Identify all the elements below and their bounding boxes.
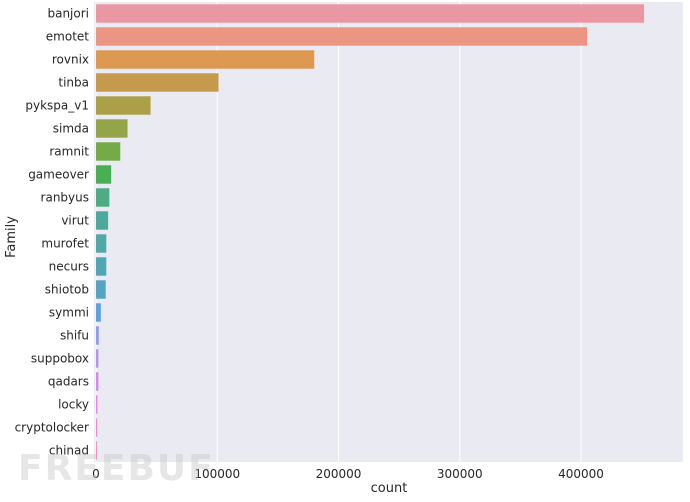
y-tick-label-virut: virut xyxy=(61,214,89,228)
bar-tinba xyxy=(96,73,219,92)
bar-necurs xyxy=(96,257,107,276)
bar-suppobox xyxy=(96,349,99,368)
bar-symmi xyxy=(96,303,101,322)
y-tick-label-cryptolocker: cryptolocker xyxy=(15,421,89,435)
x-axis-label: count xyxy=(371,481,408,496)
y-tick-label-shiotob: shiotob xyxy=(45,283,89,297)
y-tick-label-locky: locky xyxy=(58,398,89,412)
bar-locky xyxy=(96,395,98,414)
y-tick-label-shifu: shifu xyxy=(60,329,89,343)
y-tick-label-murofet: murofet xyxy=(41,237,89,251)
bar-virut xyxy=(96,211,109,230)
bar-qadars xyxy=(96,372,99,391)
y-tick-label-rovnix: rovnix xyxy=(52,53,89,67)
bar-gameover xyxy=(96,165,112,184)
bar-pykspa_v1 xyxy=(96,96,151,115)
bar-ranbyus xyxy=(96,188,110,207)
watermark-logo: FREEBUF xyxy=(18,448,215,489)
y-tick-label-ramnit: ramnit xyxy=(49,145,89,159)
plot-background xyxy=(94,2,683,462)
y-tick-label-banjori: banjori xyxy=(47,7,89,21)
y-tick-label-suppobox: suppobox xyxy=(31,352,89,366)
bars xyxy=(96,4,645,460)
bar-simda xyxy=(96,119,128,138)
y-tick-label-pykspa_v1: pykspa_v1 xyxy=(25,99,89,113)
bar-shifu xyxy=(96,326,99,345)
x-tick-label: 0 xyxy=(92,467,100,481)
y-tick-label-necurs: necurs xyxy=(49,260,89,274)
y-tick-label-simda: simda xyxy=(53,122,89,136)
bar-cryptolocker xyxy=(96,418,98,437)
y-axis-label: Family xyxy=(4,216,19,258)
y-tick-label-tinba: tinba xyxy=(58,76,89,90)
y-tick-label-qadars: qadars xyxy=(48,375,89,389)
bar-shiotob xyxy=(96,280,106,299)
x-tick-label: 200000 xyxy=(316,467,362,481)
bar-chinad xyxy=(96,441,97,460)
y-tick-label-chinad: chinad xyxy=(49,444,89,458)
bar-emotet xyxy=(96,27,588,46)
y-tick-label-emotet: emotet xyxy=(46,30,90,44)
x-tick-labels: 0 100000 200000 300000 400000 xyxy=(92,467,604,481)
bar-banjori xyxy=(96,4,645,23)
bar-ramnit xyxy=(96,142,121,161)
y-tick-label-symmi: symmi xyxy=(49,306,89,320)
bar-murofet xyxy=(96,234,107,253)
y-tick-label-ranbyus: ranbyus xyxy=(41,191,89,205)
x-tick-label: 100000 xyxy=(194,467,240,481)
bar-rovnix xyxy=(96,50,315,69)
y-tick-label-gameover: gameover xyxy=(28,168,89,182)
x-tick-label: 400000 xyxy=(558,467,604,481)
x-tick-label: 300000 xyxy=(437,467,483,481)
